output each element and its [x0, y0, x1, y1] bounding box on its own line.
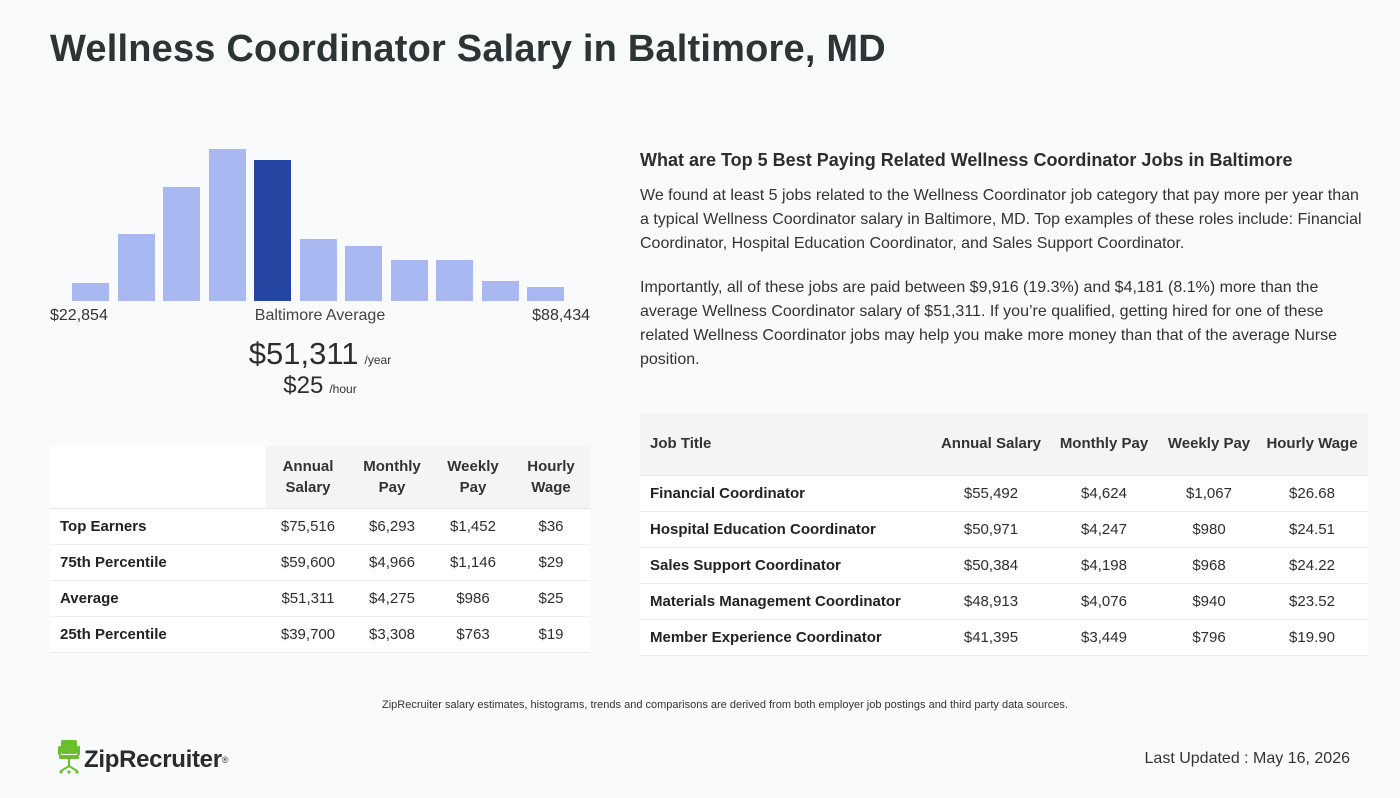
hourly-cell: $19.90 [1256, 619, 1368, 656]
monthly-cell: $4,966 [350, 544, 434, 581]
histogram-bar [299, 239, 337, 301]
hourly-wage-header: Hourly Wage [1256, 413, 1368, 476]
table-row: Sales Support Coordinator $50,384 $4,198… [640, 547, 1368, 584]
percentile-table: Annual Salary Monthly Pay Weekly Pay Hou… [50, 446, 590, 653]
job-title-header: Job Title [640, 413, 936, 476]
monthly-pay-header: Monthly Pay [350, 446, 434, 509]
average-annual-salary: $51,311/year [50, 336, 590, 372]
annual-cell: $50,384 [936, 547, 1046, 584]
histogram-min-label: $22,854 [50, 307, 108, 324]
page-title: Wellness Coordinator Salary in Baltimore… [50, 28, 886, 70]
average-annual-unit: /year [364, 353, 392, 367]
histogram-bar [163, 187, 200, 301]
weekly-cell: $1,146 [434, 544, 512, 581]
weekly-cell: $940 [1162, 583, 1256, 620]
weekly-cell: $1,067 [1162, 475, 1256, 512]
annual-salary-header: Annual Salary [266, 446, 350, 509]
table-row: Hospital Education Coordinator $50,971 $… [640, 511, 1368, 548]
table-row: Average $51,311 $4,275 $986 $25 [50, 580, 590, 617]
related-jobs-paragraph-2: Importantly, all of these jobs are paid … [640, 279, 1337, 368]
job-title-cell: Financial Coordinator [640, 475, 936, 512]
annual-cell: $51,311 [266, 580, 350, 617]
monthly-cell: $3,308 [350, 616, 434, 653]
weekly-cell: $980 [1162, 511, 1256, 548]
table-row: Member Experience Coordinator $41,395 $3… [640, 619, 1368, 656]
row-label: 25th Percentile [50, 616, 266, 653]
logo-registered-mark: ® [221, 754, 229, 765]
job-title-cell: Hospital Education Coordinator [640, 511, 936, 548]
histogram-bar [390, 260, 428, 301]
monthly-cell: $3,449 [1046, 619, 1162, 656]
job-title-cell: Sales Support Coordinator [640, 547, 936, 584]
histogram-bar [436, 260, 473, 301]
hourly-cell: $24.22 [1256, 547, 1368, 584]
histogram-bar [481, 281, 519, 301]
job-title-cell: Member Experience Coordinator [640, 619, 936, 656]
percentile-table-header: Annual Salary Monthly Pay Weekly Pay Hou… [50, 446, 590, 509]
ziprecruiter-logo[interactable]: ZipRecruiter ® [58, 740, 228, 779]
annual-cell: $41,395 [936, 619, 1046, 656]
data-source-disclaimer: ZipRecruiter salary estimates, histogram… [382, 699, 1068, 711]
weekly-cell: $763 [434, 616, 512, 653]
hourly-cell: $24.51 [1256, 511, 1368, 548]
table-row: Financial Coordinator $55,492 $4,624 $1,… [640, 475, 1368, 512]
monthly-cell: $4,198 [1046, 547, 1162, 584]
histogram-bar [208, 149, 246, 301]
weekly-cell: $968 [1162, 547, 1256, 584]
weekly-cell: $1,452 [434, 508, 512, 545]
histogram-bar [527, 287, 564, 301]
histogram-max-label: $88,434 [532, 307, 590, 324]
table-row: Materials Management Coordinator $48,913… [640, 583, 1368, 620]
related-jobs-paragraph-1: We found at least 5 jobs related to the … [640, 187, 1362, 252]
histogram-average-label: Baltimore Average [254, 307, 386, 324]
weekly-cell: $796 [1162, 619, 1256, 656]
related-jobs-heading: What are Top 5 Best Paying Related Welln… [640, 150, 1293, 170]
monthly-cell: $4,624 [1046, 475, 1162, 512]
row-label: 75th Percentile [50, 544, 266, 581]
weekly-pay-header: Weekly Pay [1162, 413, 1256, 476]
table-row: 25th Percentile $39,700 $3,308 $763 $19 [50, 616, 590, 653]
annual-cell: $39,700 [266, 616, 350, 653]
histogram-bar [117, 234, 155, 301]
average-hourly-value: $25 [283, 372, 324, 399]
hourly-cell: $36 [512, 508, 590, 545]
related-jobs-table: Job Title Annual Salary Monthly Pay Week… [640, 413, 1368, 656]
monthly-cell: $4,247 [1046, 511, 1162, 548]
hourly-cell: $29 [512, 544, 590, 581]
monthly-cell: $4,275 [350, 580, 434, 617]
monthly-pay-header: Monthly Pay [1046, 413, 1162, 476]
annual-cell: $55,492 [936, 475, 1046, 512]
weekly-cell: $986 [434, 580, 512, 617]
monthly-cell: $4,076 [1046, 583, 1162, 620]
salary-histogram [72, 145, 572, 301]
hourly-wage-header: Hourly Wage [512, 446, 590, 509]
last-updated: Last Updated : May 16, 2026 [1144, 750, 1350, 767]
logo-text: ZipRecruiter [84, 745, 222, 773]
job-title-cell: Materials Management Coordinator [640, 583, 936, 620]
annual-cell: $75,516 [266, 508, 350, 545]
row-label: Top Earners [50, 508, 266, 545]
table-row: Top Earners $75,516 $6,293 $1,452 $36 [50, 508, 590, 545]
annual-salary-header: Annual Salary [936, 413, 1046, 476]
annual-cell: $48,913 [936, 583, 1046, 620]
hourly-cell: $19 [512, 616, 590, 653]
average-hourly-unit: /hour [329, 382, 357, 396]
row-label: Average [50, 580, 266, 617]
monthly-cell: $6,293 [350, 508, 434, 545]
histogram-bar [72, 283, 109, 301]
blank-header [50, 446, 266, 509]
table-row: 75th Percentile $59,600 $4,966 $1,146 $2… [50, 544, 590, 581]
histogram-bar-average [254, 160, 291, 301]
average-hourly-wage: $25/hour [50, 372, 590, 400]
average-annual-value: $51,311 [248, 336, 359, 371]
hourly-cell: $23.52 [1256, 583, 1368, 620]
hourly-cell: $26.68 [1256, 475, 1368, 512]
annual-cell: $59,600 [266, 544, 350, 581]
weekly-pay-header: Weekly Pay [434, 446, 512, 509]
jobs-table-header: Job Title Annual Salary Monthly Pay Week… [640, 413, 1368, 476]
hourly-cell: $25 [512, 580, 590, 617]
histogram-bar [345, 246, 382, 301]
annual-cell: $50,971 [936, 511, 1046, 548]
chair-icon [58, 740, 80, 779]
